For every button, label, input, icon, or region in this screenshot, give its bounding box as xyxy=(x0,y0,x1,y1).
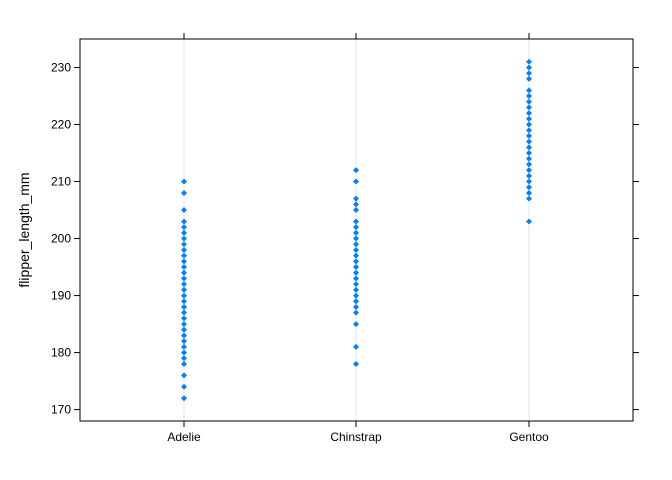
data-point xyxy=(353,360,359,367)
data-point xyxy=(526,110,532,117)
data-point xyxy=(181,298,187,305)
data-point xyxy=(526,132,532,139)
data-point xyxy=(526,155,532,162)
data-point xyxy=(353,235,359,242)
data-point xyxy=(353,343,359,350)
data-point xyxy=(181,269,187,276)
data-point xyxy=(181,252,187,259)
data-point xyxy=(181,395,187,402)
data-point xyxy=(181,224,187,231)
plot-frame xyxy=(79,38,634,422)
data-point xyxy=(181,309,187,316)
y-tick-label: 210 xyxy=(51,175,71,189)
data-point xyxy=(181,235,187,242)
data-point xyxy=(181,338,187,345)
data-point xyxy=(181,258,187,265)
data-point xyxy=(526,150,532,157)
data-point xyxy=(181,286,187,293)
data-point xyxy=(353,258,359,265)
data-point xyxy=(181,321,187,328)
y-tick-label: 170 xyxy=(51,403,71,417)
y-tick-label: 230 xyxy=(51,61,71,75)
y-tick-label: 200 xyxy=(51,232,71,246)
data-point xyxy=(526,115,532,122)
data-point xyxy=(181,355,187,362)
data-point xyxy=(526,189,532,196)
data-point xyxy=(181,281,187,288)
data-point xyxy=(181,326,187,333)
x-tick-label: Chinstrap xyxy=(330,430,382,444)
data-point xyxy=(526,172,532,179)
data-point xyxy=(353,201,359,208)
data-point xyxy=(526,75,532,82)
data-point xyxy=(353,167,359,174)
y-tick-label: 180 xyxy=(51,346,71,360)
data-point xyxy=(526,98,532,105)
y-axis-title: flipper_length_mm xyxy=(16,172,32,287)
data-point xyxy=(526,104,532,111)
data-point xyxy=(181,343,187,350)
data-point xyxy=(353,303,359,310)
data-point xyxy=(353,321,359,328)
x-tick-label: Gentoo xyxy=(509,430,549,444)
data-point xyxy=(181,275,187,282)
data-point xyxy=(181,349,187,356)
data-point xyxy=(181,360,187,367)
data-point xyxy=(353,241,359,248)
data-point xyxy=(526,87,532,94)
data-point xyxy=(353,309,359,316)
data-point xyxy=(526,70,532,77)
data-point xyxy=(181,246,187,253)
axis-ticks: 170 180 190 200 210 220 230 Adelie Chinstrap Gent… xyxy=(51,33,639,444)
data-point xyxy=(353,218,359,225)
data-point xyxy=(181,315,187,322)
data-point xyxy=(526,218,532,225)
data-point xyxy=(526,184,532,191)
x-tick-label: Adelie xyxy=(167,430,201,444)
data-point xyxy=(181,241,187,248)
data-point xyxy=(526,127,532,134)
data-point xyxy=(526,167,532,174)
data-point xyxy=(526,93,532,100)
data-point xyxy=(353,252,359,259)
data-point xyxy=(181,292,187,299)
data-point xyxy=(181,229,187,236)
data-point xyxy=(526,64,532,71)
data-point xyxy=(353,264,359,271)
data-point xyxy=(353,269,359,276)
data-point xyxy=(181,332,187,339)
data-point xyxy=(353,246,359,253)
data-point xyxy=(181,189,187,196)
data-point xyxy=(181,303,187,310)
data-point xyxy=(526,121,532,128)
data-point xyxy=(526,161,532,168)
data-point xyxy=(353,195,359,202)
data-point xyxy=(526,195,532,202)
data-point xyxy=(353,229,359,236)
data-point xyxy=(526,58,532,65)
data-point xyxy=(353,178,359,185)
data-point xyxy=(353,275,359,282)
data-point xyxy=(526,144,532,151)
data-point xyxy=(181,178,187,185)
data-point xyxy=(353,224,359,231)
data-point xyxy=(181,218,187,225)
data-point xyxy=(526,138,532,145)
data-point xyxy=(353,207,359,214)
data-point xyxy=(181,372,187,379)
data-point xyxy=(181,264,187,271)
data-point xyxy=(353,298,359,305)
data-point xyxy=(353,286,359,293)
data-point xyxy=(353,292,359,299)
data-point xyxy=(526,178,532,185)
y-tick-label: 190 xyxy=(51,289,71,303)
data-point xyxy=(353,281,359,288)
data-points xyxy=(181,58,532,402)
data-point xyxy=(181,207,187,214)
y-tick-label: 220 xyxy=(51,118,71,132)
data-point xyxy=(181,383,187,390)
